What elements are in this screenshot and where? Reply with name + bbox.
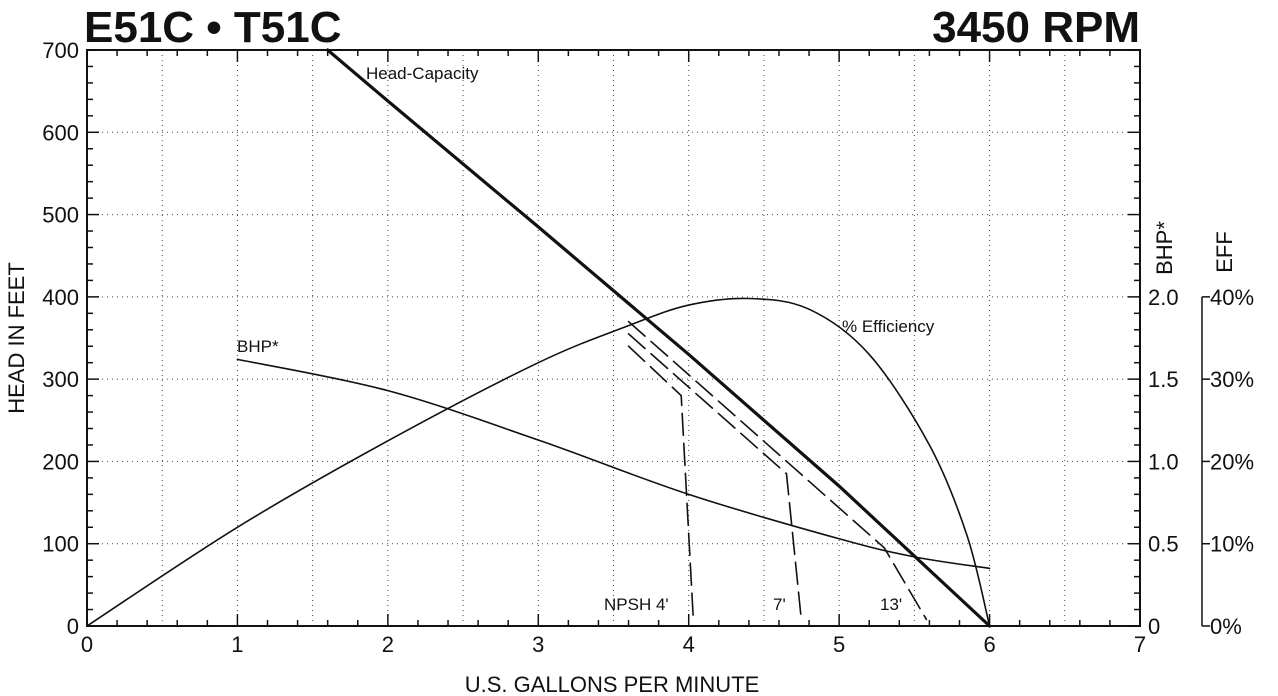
bhp-label: BHP*	[237, 337, 279, 356]
npsh-4-label: NPSH 4'	[604, 595, 669, 614]
npsh-13-curve	[627, 320, 928, 621]
head-capacity-label: Head-Capacity	[366, 64, 479, 83]
efficiency-label: % Efficiency	[842, 317, 935, 336]
eff-tick-label: 30%	[1210, 367, 1254, 392]
bhp-tick-label: 2.0	[1148, 285, 1179, 310]
npsh-7-curve	[627, 333, 803, 623]
x-axis-label: U.S. GALLONS PER MINUTE	[465, 672, 760, 696]
eff-tick-label: 20%	[1210, 449, 1254, 474]
bhp-axis-label: BHP*	[1152, 221, 1177, 275]
y-tick-label: 600	[42, 120, 79, 145]
x-tick-label: 0	[81, 632, 93, 657]
eff-tick-label: 10%	[1210, 532, 1254, 557]
npsh-13-label: 13'	[880, 595, 902, 614]
chart-title: E51C • T51C	[84, 3, 342, 52]
bhp-tick-label: 1.5	[1148, 367, 1179, 392]
y-tick-label: 300	[42, 367, 79, 392]
bhp-tick-label: 0	[1148, 614, 1160, 639]
x-tick-label: 1	[231, 632, 243, 657]
eff-axis-label: EFF	[1212, 231, 1237, 273]
bhp-curve	[236, 358, 991, 570]
bhp-tick-label: 0.5	[1148, 532, 1179, 557]
x-tick-label: 3	[532, 632, 544, 657]
grid	[87, 50, 1140, 626]
tick-marks	[86, 49, 1210, 627]
npsh-4-curve	[627, 345, 695, 619]
y-tick-label: 400	[42, 285, 79, 310]
x-tick-label: 7	[1134, 632, 1146, 657]
x-tick-label: 4	[683, 632, 695, 657]
eff-tick-label: 40%	[1210, 285, 1254, 310]
bhp-tick-label: 1.0	[1148, 449, 1179, 474]
eff-tick-label: 0%	[1210, 614, 1242, 639]
efficiency-curve	[86, 297, 991, 627]
chart-subtitle: 3450 RPM	[932, 3, 1140, 52]
y-tick-label: 200	[42, 449, 79, 474]
tick-labels: 0 1 2 3 4 5 6 7010020030040050060070000.51.01.5…	[42, 38, 1254, 657]
y-tick-label: 500	[42, 203, 79, 228]
plot-frame	[86, 49, 1141, 627]
npsh-7-label: 7'	[773, 595, 786, 614]
x-tick-label: 2	[382, 632, 394, 657]
y-axis-label: HEAD IN FEET	[4, 262, 29, 414]
curves	[86, 48, 992, 628]
x-tick-label: 6	[983, 632, 995, 657]
y-tick-label: 100	[42, 532, 79, 557]
y-tick-label: 700	[42, 38, 79, 63]
y-tick-label: 0	[67, 614, 79, 639]
x-tick-label: 5	[833, 632, 845, 657]
head-capacity-curve	[326, 48, 992, 628]
